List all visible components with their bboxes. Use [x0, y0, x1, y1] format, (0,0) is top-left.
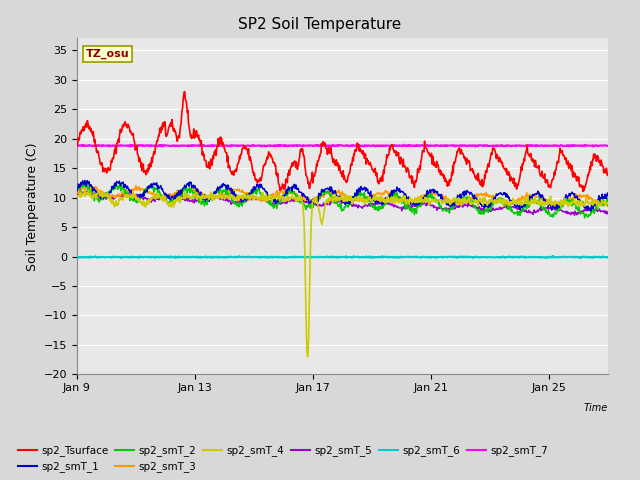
sp2_smT_7: [497, 143, 505, 148]
sp2_smT_4: [304, 354, 312, 360]
sp2_smT_6: [307, 254, 315, 260]
sp2_smT_6: [128, 254, 136, 260]
sp2_smT_4: [604, 200, 612, 205]
sp2_smT_2: [73, 187, 81, 192]
sp2_Tsurface: [488, 150, 495, 156]
sp2_smT_1: [604, 192, 612, 198]
sp2_smT_6: [86, 255, 93, 261]
sp2_smT_4: [288, 193, 296, 199]
sp2_smT_5: [73, 191, 81, 197]
Text: TZ_osu: TZ_osu: [86, 49, 129, 59]
sp2_smT_7: [589, 144, 597, 149]
sp2_smT_3: [128, 187, 136, 192]
sp2_smT_4: [439, 201, 447, 207]
sp2_smT_4: [498, 197, 506, 203]
sp2_smT_7: [127, 142, 135, 148]
sp2_Tsurface: [307, 176, 315, 182]
sp2_smT_5: [128, 192, 136, 197]
Line: sp2_smT_4: sp2_smT_4: [77, 191, 608, 357]
sp2_Tsurface: [497, 160, 505, 166]
sp2_Tsurface: [604, 171, 612, 177]
sp2_smT_5: [288, 196, 296, 202]
Y-axis label: Soil Temperature (C): Soil Temperature (C): [26, 142, 40, 271]
sp2_smT_6: [73, 254, 81, 260]
sp2_smT_1: [438, 196, 446, 202]
sp2_smT_1: [587, 208, 595, 214]
Line: sp2_smT_1: sp2_smT_1: [77, 180, 608, 211]
sp2_smT_2: [488, 201, 495, 207]
sp2_smT_7: [604, 143, 612, 149]
sp2_smT_2: [307, 202, 315, 208]
sp2_smT_7: [288, 143, 296, 148]
Line: sp2_Tsurface: sp2_Tsurface: [77, 92, 608, 192]
sp2_smT_6: [438, 255, 446, 261]
sp2_smT_1: [81, 178, 88, 183]
sp2_smT_2: [84, 180, 92, 186]
sp2_Tsurface: [73, 144, 81, 149]
sp2_smT_6: [288, 254, 296, 260]
sp2_smT_5: [571, 213, 579, 218]
sp2_smT_5: [84, 188, 92, 193]
Legend: sp2_Tsurface, sp2_smT_1, sp2_smT_2, sp2_smT_3, sp2_smT_4, sp2_smT_5, sp2_smT_6, : sp2_Tsurface, sp2_smT_1, sp2_smT_2, sp2_…: [18, 445, 548, 472]
sp2_smT_6: [549, 253, 557, 259]
sp2_smT_3: [288, 190, 296, 195]
Line: sp2_smT_5: sp2_smT_5: [77, 191, 608, 216]
Line: sp2_smT_7: sp2_smT_7: [77, 145, 608, 146]
sp2_Tsurface: [579, 189, 587, 194]
sp2_smT_7: [400, 142, 408, 148]
sp2_smT_1: [488, 199, 495, 205]
sp2_smT_3: [488, 195, 495, 201]
sp2_smT_1: [128, 189, 136, 195]
sp2_smT_1: [288, 188, 296, 194]
sp2_smT_7: [307, 143, 315, 148]
sp2_smT_2: [580, 215, 588, 221]
sp2_smT_4: [308, 210, 316, 216]
sp2_smT_6: [497, 254, 505, 260]
Line: sp2_smT_2: sp2_smT_2: [77, 183, 608, 218]
sp2_smT_3: [307, 198, 315, 204]
sp2_smT_2: [438, 207, 446, 213]
sp2_smT_7: [438, 143, 446, 148]
sp2_smT_3: [556, 204, 563, 210]
sp2_smT_3: [73, 189, 81, 195]
sp2_smT_5: [497, 205, 505, 211]
sp2_smT_6: [488, 254, 495, 260]
sp2_smT_5: [604, 209, 612, 215]
sp2_smT_2: [288, 188, 296, 193]
sp2_smT_3: [604, 203, 612, 209]
sp2_smT_2: [604, 203, 612, 209]
sp2_smT_3: [86, 182, 93, 188]
sp2_smT_3: [438, 193, 446, 199]
sp2_smT_2: [497, 200, 505, 205]
sp2_Tsurface: [127, 129, 135, 135]
sp2_smT_1: [307, 200, 315, 205]
sp2_Tsurface: [288, 160, 296, 166]
Line: sp2_smT_6: sp2_smT_6: [77, 256, 608, 258]
sp2_Tsurface: [438, 172, 446, 178]
sp2_smT_4: [488, 199, 496, 204]
sp2_smT_3: [497, 198, 505, 204]
sp2_smT_7: [488, 143, 495, 149]
Line: sp2_smT_3: sp2_smT_3: [77, 185, 608, 207]
sp2_smT_6: [604, 254, 612, 260]
sp2_smT_5: [488, 208, 495, 214]
sp2_smT_1: [497, 191, 505, 197]
sp2_smT_2: [128, 195, 136, 201]
sp2_smT_4: [73, 194, 81, 200]
Text: Time: Time: [584, 403, 608, 413]
sp2_smT_7: [73, 143, 81, 148]
sp2_smT_4: [84, 188, 92, 193]
sp2_smT_1: [73, 189, 81, 194]
sp2_smT_4: [128, 192, 136, 198]
sp2_smT_5: [307, 198, 315, 204]
Text: SP2 Soil Temperature: SP2 Soil Temperature: [238, 17, 402, 32]
sp2_Tsurface: [181, 89, 189, 95]
sp2_smT_5: [438, 205, 446, 211]
